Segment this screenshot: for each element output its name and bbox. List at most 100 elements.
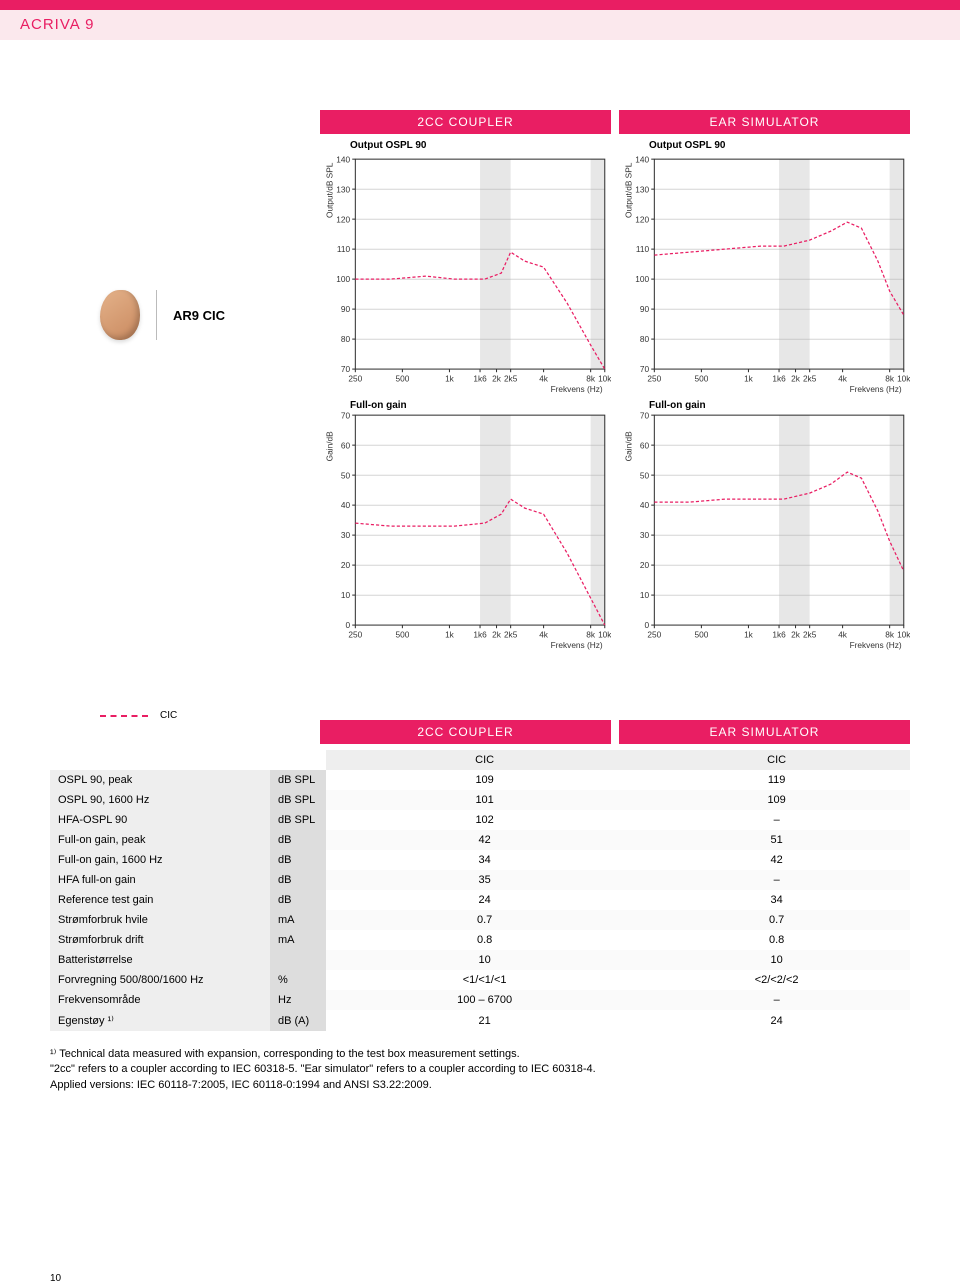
svg-text:1k: 1k [445,374,455,384]
chart-gain-coupler: 0102030405060702505001k1k62k2k54k8k10kFr… [320,411,611,650]
svg-text:4k: 4k [838,374,848,384]
table-row: FrekvensområdeHz100 – 6700– [50,990,910,1010]
svg-text:110: 110 [636,244,650,254]
table-row: Forvregning 500/800/1600 Hz%<1/<1/<1<2/<… [50,970,910,990]
spec-table: CICCICOSPL 90, peakdB SPL109119OSPL 90, … [50,750,910,1031]
svg-text:4k: 4k [539,630,549,640]
svg-text:10k: 10k [598,630,611,640]
svg-text:80: 80 [640,334,650,344]
svg-text:8k: 8k [885,630,895,640]
table-row: Strømforbruk driftmA0.80.8 [50,930,910,950]
svg-text:500: 500 [395,630,409,640]
svg-text:Output/dB SPL: Output/dB SPL [324,162,334,218]
footnotes: ¹⁾ Technical data measured with expansio… [50,1047,910,1093]
svg-text:Frekvens (Hz): Frekvens (Hz) [850,640,902,650]
banner-coupler: 2CC COUPLER [320,110,611,134]
svg-text:10k: 10k [897,374,910,384]
svg-text:130: 130 [635,184,649,194]
page-number: 10 [50,1273,910,1284]
svg-text:120: 120 [635,214,649,224]
svg-text:4k: 4k [539,374,549,384]
svg-text:110: 110 [337,244,351,254]
footnote-1: ¹⁾ Technical data measured with expansio… [50,1047,910,1062]
device-block: AR9 CIC [100,290,225,340]
svg-text:90: 90 [341,304,351,314]
svg-text:Frekvens (Hz): Frekvens (Hz) [551,640,603,650]
page-title: ACRIVA 9 [20,16,940,33]
table-row: OSPL 90, peakdB SPL109119 [50,770,910,790]
gain-title-simulator: Full-on gain [619,400,910,411]
banner2-simulator: EAR SIMULATOR [619,720,910,744]
device-image [100,290,140,340]
table-row: OSPL 90, 1600 HzdB SPL101109 [50,790,910,810]
svg-text:30: 30 [341,530,351,540]
svg-text:Output/dB SPL: Output/dB SPL [623,162,633,218]
svg-text:1k: 1k [744,630,754,640]
svg-text:4k: 4k [838,630,848,640]
svg-text:10k: 10k [897,630,910,640]
svg-text:30: 30 [640,530,650,540]
svg-text:Gain/dB: Gain/dB [324,431,334,461]
chart-ospl-coupler: 7080901001101201301402505001k1k62k2k54k8… [320,155,611,394]
table-row: Egenstøy ¹⁾dB (A)2124 [50,1010,910,1031]
svg-text:40: 40 [341,500,351,510]
svg-text:Frekvens (Hz): Frekvens (Hz) [551,384,603,394]
svg-text:Gain/dB: Gain/dB [623,431,633,461]
svg-text:2k5: 2k5 [504,374,518,384]
svg-text:2k: 2k [791,374,801,384]
svg-text:8k: 8k [586,374,596,384]
svg-text:2k: 2k [791,630,801,640]
table-row: Reference test gaindB2434 [50,890,910,910]
svg-text:250: 250 [647,630,661,640]
svg-text:10: 10 [640,590,650,600]
svg-text:50: 50 [341,470,351,480]
divider [156,290,157,340]
svg-text:80: 80 [341,334,351,344]
svg-text:500: 500 [395,374,409,384]
svg-text:8k: 8k [586,630,596,640]
device-label: AR9 CIC [173,308,225,323]
svg-text:120: 120 [336,214,350,224]
legend-line-icon [100,715,148,717]
svg-text:500: 500 [694,630,708,640]
chart-gain-simulator: 0102030405060702505001k1k62k2k54k8k10kFr… [619,411,910,650]
svg-text:20: 20 [341,560,351,570]
svg-text:2k5: 2k5 [803,374,817,384]
colhead-coupler: CIC [326,750,643,770]
top-accent-band [0,0,960,10]
ospl-title-coupler: Output OSPL 90 [320,140,611,151]
svg-text:250: 250 [348,630,362,640]
svg-text:1k: 1k [445,630,455,640]
svg-text:100: 100 [336,274,350,284]
svg-text:20: 20 [640,560,650,570]
svg-text:60: 60 [341,440,351,450]
svg-text:1k6: 1k6 [772,630,786,640]
svg-text:2k5: 2k5 [504,630,518,640]
svg-text:1k6: 1k6 [473,630,487,640]
svg-text:1k6: 1k6 [473,374,487,384]
banner2-coupler: 2CC COUPLER [320,720,611,744]
svg-text:250: 250 [647,374,661,384]
svg-text:500: 500 [694,374,708,384]
table-row: HFA-OSPL 90dB SPL102– [50,810,910,830]
ospl-title-simulator: Output OSPL 90 [619,140,910,151]
legend: CIC [100,710,177,721]
svg-text:100: 100 [635,274,649,284]
svg-text:90: 90 [640,304,650,314]
svg-text:60: 60 [640,440,650,450]
table-row: Strømforbruk hvilemA0.70.7 [50,910,910,930]
svg-text:Frekvens (Hz): Frekvens (Hz) [850,384,902,394]
svg-text:130: 130 [336,184,350,194]
chart-ospl-simulator: 7080901001101201301402505001k1k62k2k54k8… [619,155,910,394]
svg-text:1k: 1k [744,374,754,384]
svg-text:40: 40 [640,500,650,510]
svg-text:1k6: 1k6 [772,374,786,384]
svg-text:140: 140 [635,155,649,164]
colhead-simulator: CIC [643,750,910,770]
legend-label: CIC [160,710,177,721]
svg-text:140: 140 [336,155,350,164]
table-row: HFA full-on gaindB35– [50,870,910,890]
footnote-3: Applied versions: IEC 60118-7:2005, IEC … [50,1078,910,1093]
gain-title-coupler: Full-on gain [320,400,611,411]
table-row: Full-on gain, 1600 HzdB3442 [50,850,910,870]
